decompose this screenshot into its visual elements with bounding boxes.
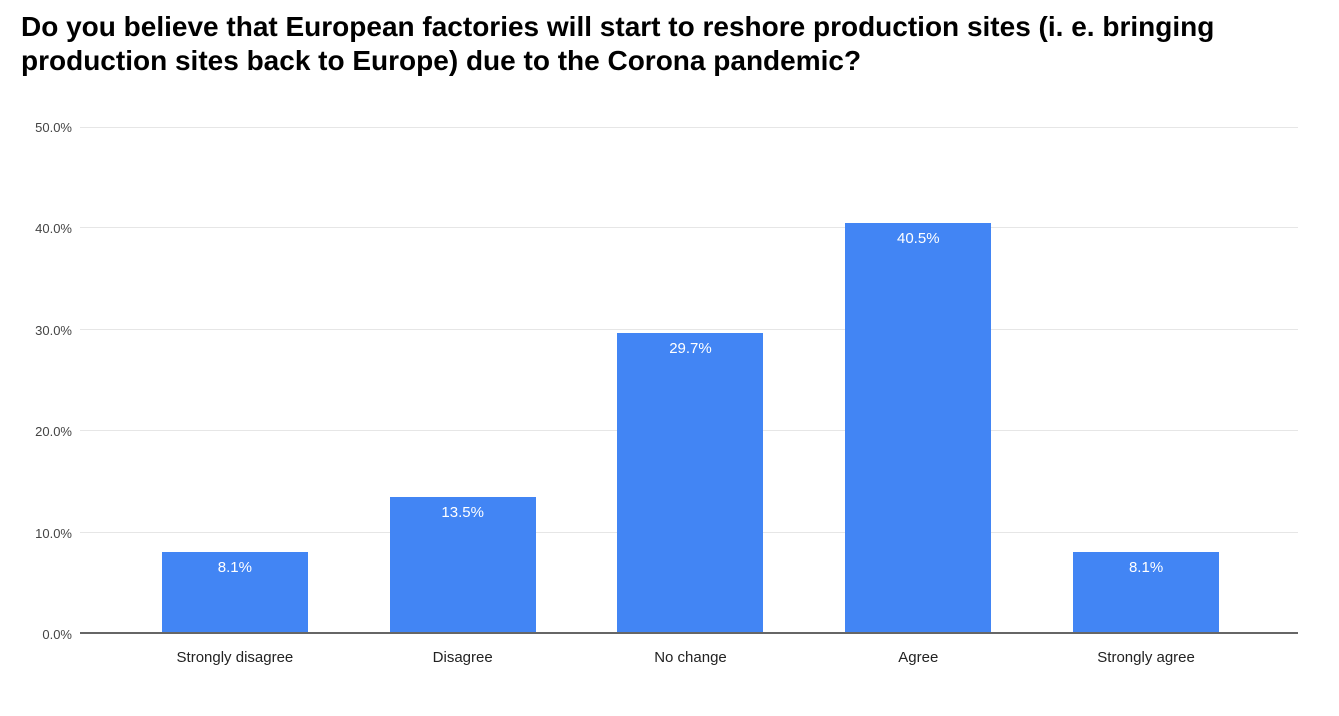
bar-value-label: 8.1% — [217, 558, 252, 576]
bar-slot: 13.5% — [349, 127, 577, 634]
bar-value-label: 8.1% — [1128, 558, 1164, 576]
y-axis-tick-label: 50.0% — [35, 120, 72, 135]
bar: 8.1% — [161, 551, 308, 634]
bar-value-label: 13.5% — [441, 504, 484, 522]
y-axis-tick-label: 40.0% — [35, 221, 72, 237]
bar: 13.5% — [389, 497, 536, 634]
y-axis-tick-label: 20.0% — [35, 424, 72, 440]
bars-layer: 8.1% 13.5% 29.7% 40.5% 8.1% — [121, 127, 1260, 634]
x-axis-category-label: Agree — [898, 649, 939, 666]
chart-title: Do you believe that European factories w… — [21, 11, 1215, 76]
x-axis-category-label: Disagree — [432, 649, 493, 666]
bar-slot: 8.1% — [121, 127, 349, 634]
y-axis-tick-label: 0.0% — [42, 627, 72, 642]
bar-slot: 29.7% — [577, 127, 805, 634]
x-axis-category-label: No change — [654, 649, 727, 666]
y-axis-tick-label: 30.0% — [35, 322, 72, 338]
bar-slot: 8.1% — [1032, 127, 1260, 634]
bar-value-label: 40.5% — [897, 230, 940, 248]
x-axis-category-label: Strongly disagree — [176, 649, 294, 666]
x-axis-category-label: Strongly agree — [1097, 649, 1195, 666]
x-axis-labels: Strongly disagree Disagree No change Agree S… — [121, 649, 1260, 666]
gridline — [80, 227, 1298, 229]
y-axis-tick-label: 10.0% — [35, 525, 72, 541]
plot-area: 0.0% 10.0% 20.0% 30.0% 40.0% 50.0% 8.1% 13.5% 2… — [35, 120, 1298, 666]
bar-value-label: 29.7% — [669, 339, 712, 357]
bar: 8.1% — [1073, 551, 1220, 634]
x-axis-line — [80, 632, 1298, 634]
bar: 29.7% — [617, 332, 764, 634]
gridline — [80, 328, 1298, 330]
bar-slot: 40.5% — [804, 127, 1032, 634]
bar: 40.5% — [845, 223, 992, 634]
gridline — [80, 127, 1298, 128]
